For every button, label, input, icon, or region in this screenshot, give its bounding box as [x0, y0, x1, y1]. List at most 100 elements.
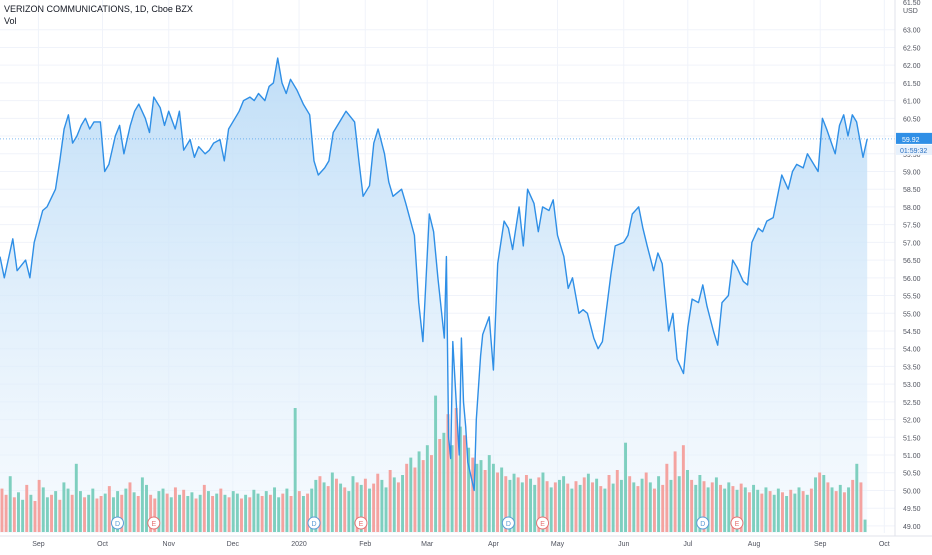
volume-bar — [508, 479, 512, 532]
volume-bar — [62, 482, 66, 532]
volume-bar — [863, 519, 867, 532]
volume-bar — [669, 479, 673, 532]
price-tick-label: 57.50 — [903, 223, 921, 230]
volume-bar — [384, 487, 388, 532]
volume-bar — [450, 445, 454, 532]
price-tick-label: 50.50 — [903, 471, 921, 478]
dividend-marker: D — [307, 516, 321, 530]
earnings-marker: E — [536, 516, 550, 530]
time-tick-label: Jul — [683, 541, 692, 548]
volume-bar — [392, 477, 396, 532]
volume-bar — [157, 491, 161, 532]
volume-bar — [611, 483, 615, 532]
area-layer — [0, 58, 868, 533]
price-tick-label: 62.00 — [903, 63, 921, 70]
volume-bar — [66, 488, 70, 532]
volume-bar — [690, 479, 694, 532]
volume-bar — [710, 482, 714, 532]
time-tick-label: Feb — [359, 541, 371, 548]
volume-bar — [694, 484, 698, 532]
price-tick-label: 61.00 — [903, 99, 921, 106]
price-tick-label: 56.00 — [903, 276, 921, 283]
volume-bar — [29, 494, 33, 532]
volume-bar — [405, 463, 409, 532]
time-tick-label: Aug — [748, 541, 761, 548]
volume-bar — [273, 487, 276, 532]
price-badge-layer: 59.92 01:59:32 — [896, 132, 932, 155]
volume-bar — [529, 478, 533, 532]
time-tick-label: 2020 — [291, 541, 307, 548]
volume-bar — [652, 488, 656, 532]
volume-bar — [673, 451, 677, 532]
price-tick-label: 51.00 — [903, 453, 921, 460]
volume-bar — [570, 488, 574, 532]
volume-bar — [401, 475, 405, 532]
volume-bar — [87, 494, 91, 532]
volume-bar — [301, 496, 305, 532]
dividend-marker: D — [110, 516, 124, 530]
volume-bar — [830, 487, 834, 532]
volume-bar — [78, 491, 82, 532]
volume-bar — [289, 496, 293, 532]
volume-bar — [413, 467, 417, 532]
volume-bar — [719, 484, 722, 532]
volume-bar — [706, 487, 710, 532]
volume-label: Vol — [4, 16, 17, 26]
volume-bar — [533, 484, 537, 532]
volume-bar — [764, 487, 768, 532]
volume-bar — [822, 475, 826, 532]
volume-bar — [756, 489, 760, 532]
volume-bar — [739, 483, 743, 532]
volume-bar — [178, 494, 182, 532]
time-tick-label: Oct — [97, 541, 108, 548]
volume-bar — [483, 470, 487, 532]
volume-bar — [25, 484, 29, 532]
volume-bar — [91, 488, 95, 532]
volume-bar — [343, 487, 347, 532]
volume-bar — [4, 494, 8, 532]
volume-bar — [826, 482, 830, 532]
earnings-marker: E — [354, 516, 368, 530]
volume-bar — [396, 482, 400, 532]
volume-bar — [442, 432, 446, 532]
time-tick-label: Sep — [32, 541, 45, 548]
earnings-marker: E — [147, 516, 161, 530]
volume-bar — [586, 473, 590, 532]
volume-bar — [553, 482, 557, 532]
volume-bar — [562, 476, 566, 532]
volume-bar — [103, 493, 107, 532]
event-letter: E — [735, 521, 740, 528]
volume-bar — [372, 483, 376, 532]
volume-bar — [677, 476, 681, 532]
price-tick-label: 59.00 — [903, 169, 921, 176]
volume-bar — [161, 488, 165, 532]
volume-bar — [0, 488, 4, 532]
time-tick-label: Mar — [421, 541, 434, 548]
volume-bar — [847, 487, 851, 532]
volume-bar — [326, 486, 330, 532]
volume-bar — [21, 499, 25, 532]
volume-bar — [500, 467, 504, 532]
volume-bar — [240, 498, 243, 532]
volume-bar — [330, 472, 334, 532]
volume-bar — [599, 486, 603, 532]
earnings-marker: E — [730, 516, 744, 530]
volume-bar — [99, 496, 103, 532]
volume-bar — [194, 498, 198, 532]
volume-bar — [198, 494, 202, 532]
volume-bar — [347, 491, 351, 532]
volume-bar — [256, 493, 260, 532]
time-tick-label: Dec — [227, 541, 240, 548]
time-tick-label: May — [551, 541, 565, 548]
volume-bar — [190, 492, 194, 532]
volume-bar — [95, 498, 99, 532]
event-letter: D — [506, 521, 511, 528]
price-tick-label: 58.50 — [903, 187, 921, 194]
volume-bar — [454, 408, 458, 532]
volume-bar — [549, 487, 553, 532]
volume-bar — [541, 472, 545, 532]
volume-bar — [566, 483, 570, 532]
volume-bar — [661, 484, 665, 532]
